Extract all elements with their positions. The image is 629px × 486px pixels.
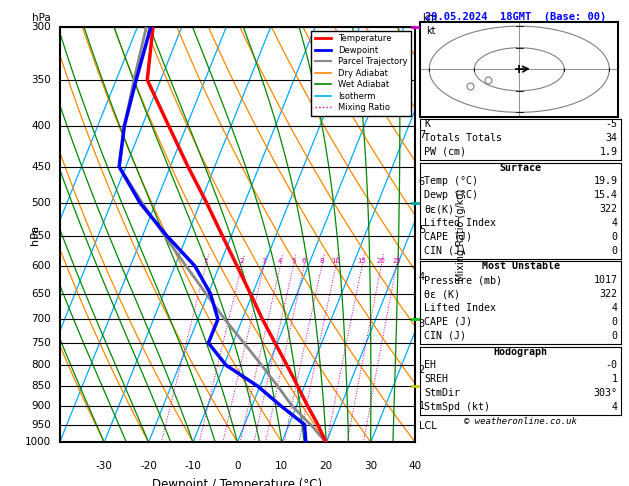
Text: 600: 600 [31,261,51,271]
Text: -10: -10 [184,461,201,471]
Text: θε (K): θε (K) [424,289,460,299]
Text: 1: 1 [419,401,425,411]
Text: Hodograph: Hodograph [494,347,548,357]
Text: 0: 0 [611,245,618,256]
Text: CIN (J): CIN (J) [424,330,466,341]
Text: 4: 4 [419,272,425,282]
Text: Pressure (mb): Pressure (mb) [424,275,502,285]
Text: 40: 40 [409,461,421,471]
Text: θε(K): θε(K) [424,204,454,214]
Text: 1.9: 1.9 [599,147,618,157]
Text: © weatheronline.co.uk: © weatheronline.co.uk [464,417,577,426]
Text: 850: 850 [31,381,51,391]
Text: -0: -0 [606,361,618,370]
Text: 3: 3 [262,258,266,264]
Text: 6: 6 [302,258,306,264]
Text: 900: 900 [31,401,51,411]
Text: Temp (°C): Temp (°C) [424,176,478,187]
Text: 4: 4 [611,218,618,228]
Text: 0: 0 [611,330,618,341]
Text: 29.05.2024  18GMT  (Base: 00): 29.05.2024 18GMT (Base: 00) [425,12,606,22]
Text: 1017: 1017 [594,275,618,285]
Text: 5: 5 [291,258,296,264]
Text: 10: 10 [331,258,340,264]
Text: 550: 550 [31,231,51,241]
Text: 650: 650 [31,289,51,298]
Text: 15: 15 [357,258,367,264]
Text: 0: 0 [234,461,241,471]
Text: 30: 30 [364,461,377,471]
Text: 300: 300 [31,22,51,32]
Text: hPa: hPa [32,13,51,22]
Text: 4: 4 [611,402,618,412]
Text: 3: 3 [419,319,425,329]
Text: 20: 20 [377,258,386,264]
Text: 15.4: 15.4 [594,190,618,200]
Text: 4: 4 [278,258,282,264]
Text: Totals Totals: Totals Totals [424,133,502,143]
Text: 1: 1 [611,374,618,384]
Text: Surface: Surface [500,162,542,173]
Legend: Temperature, Dewpoint, Parcel Trajectory, Dry Adiabat, Wet Adiabat, Isotherm, Mi: Temperature, Dewpoint, Parcel Trajectory… [311,31,411,116]
Text: 303°: 303° [594,388,618,398]
Text: StmDir: StmDir [424,388,460,398]
Text: 950: 950 [31,419,51,430]
Text: CAPE (J): CAPE (J) [424,317,472,327]
Text: Most Unstable: Most Unstable [482,261,560,272]
Text: 34: 34 [606,133,618,143]
Text: Lifted Index: Lifted Index [424,303,496,313]
Text: 0: 0 [611,232,618,242]
Text: ASL: ASL [420,27,438,37]
Text: LCL: LCL [419,421,437,432]
Text: CAPE (J): CAPE (J) [424,232,472,242]
Text: SREH: SREH [424,374,448,384]
Text: Dewp (°C): Dewp (°C) [424,190,478,200]
Text: 8: 8 [419,85,425,95]
Text: 500: 500 [31,198,51,208]
Text: -5: -5 [606,119,618,129]
Text: 10: 10 [276,461,289,471]
Text: -20: -20 [140,461,157,471]
Text: 750: 750 [31,338,51,348]
Text: PW (cm): PW (cm) [424,147,466,157]
Text: 2: 2 [240,258,244,264]
Text: hPa: hPa [30,225,40,244]
Text: 7: 7 [419,130,425,139]
Text: 450: 450 [31,162,51,172]
Text: 1000: 1000 [25,437,51,447]
Text: K: K [424,119,430,129]
Text: Dewpoint / Temperature (°C): Dewpoint / Temperature (°C) [152,478,323,486]
Text: 700: 700 [31,314,51,324]
Text: 0: 0 [611,317,618,327]
Text: 322: 322 [599,289,618,299]
Text: Mixing Ratio (g/kg): Mixing Ratio (g/kg) [457,189,466,280]
Text: 19.9: 19.9 [594,176,618,187]
Text: km: km [422,13,437,22]
Text: -30: -30 [96,461,113,471]
Text: Lifted Index: Lifted Index [424,218,496,228]
Text: 400: 400 [31,121,51,131]
Text: kt: kt [426,26,436,35]
Text: 2: 2 [419,364,425,375]
Text: 8: 8 [320,258,324,264]
Text: 20: 20 [320,461,333,471]
Text: 1: 1 [203,258,208,264]
Text: 25: 25 [392,258,401,264]
Text: StmSpd (kt): StmSpd (kt) [424,402,490,412]
Text: 5: 5 [419,225,425,235]
Text: 800: 800 [31,360,51,370]
Text: CIN (J): CIN (J) [424,245,466,256]
Text: 350: 350 [31,75,51,85]
Text: 6: 6 [419,177,425,187]
Text: 322: 322 [599,204,618,214]
Text: 4: 4 [611,303,618,313]
Text: EH: EH [424,361,436,370]
